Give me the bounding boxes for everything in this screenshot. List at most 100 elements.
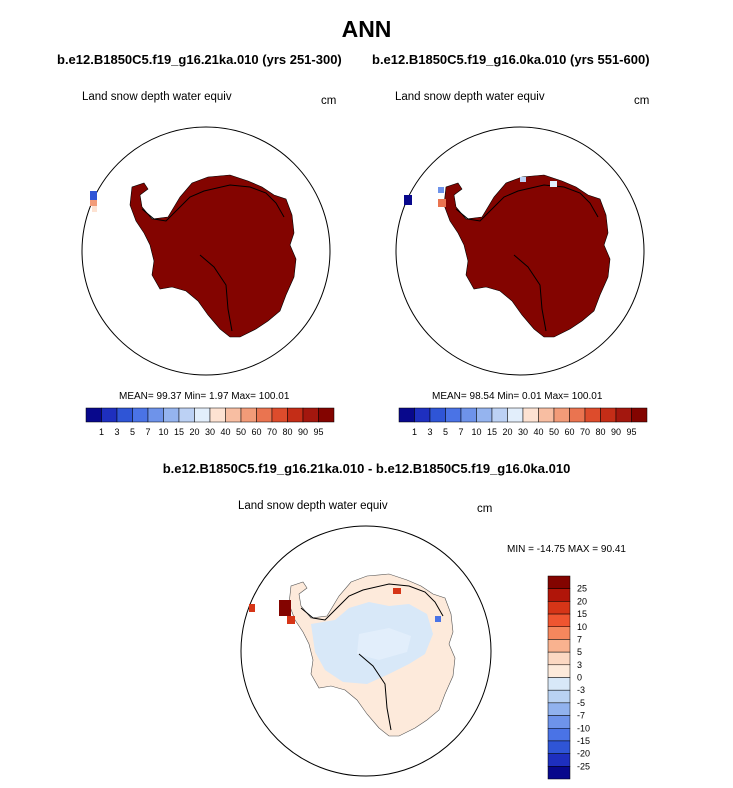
colorbar-tick-label: 30 <box>205 427 215 437</box>
colorbar-swatch <box>569 407 586 423</box>
colorbar-swatch <box>460 407 477 423</box>
colorbar-tick-label: 10 <box>471 427 481 437</box>
colorbar-tick-label: 15 <box>487 427 497 437</box>
colorbar-tick-label: 50 <box>236 427 246 437</box>
colorbar-tick-label: -15 <box>577 736 590 746</box>
colorbar-swatch <box>547 702 571 716</box>
right-variable-label: Land snow depth water equiv <box>395 91 545 103</box>
colorbar-swatch <box>547 728 571 742</box>
colorbar-swatch <box>178 407 195 423</box>
right-colorbar: 1 3 5 7 10 15 20 30 40 50 60 70 80 90 95 <box>398 407 648 437</box>
left-colorbar: 1 3 5 7 10 15 20 30 40 50 60 70 80 90 95 <box>85 407 335 437</box>
colorbar-swatch <box>414 407 431 423</box>
colorbar-tick-label: 7 <box>577 634 582 644</box>
colorbar-swatch <box>163 407 180 423</box>
colorbar-swatch <box>194 407 211 423</box>
colorbar-tick-label: 60 <box>251 427 261 437</box>
colorbar-swatch <box>287 407 304 423</box>
colorbar-swatch <box>85 407 102 423</box>
colorbar-tick-label: 10 <box>158 427 168 437</box>
colorbar-swatch <box>240 407 257 423</box>
right-polar-map <box>395 126 645 376</box>
colorbar-tick-label: -3 <box>577 685 585 695</box>
colorbar-swatch <box>507 407 524 423</box>
colorbar-swatch <box>631 407 648 423</box>
colorbar-tick-label: 0 <box>577 673 582 683</box>
difference-title: b.e12.B1850C5.f19_g16.21ka.010 - b.e12.B… <box>162 461 571 476</box>
colorbar-swatch <box>101 407 118 423</box>
left-polar-map <box>81 126 331 376</box>
colorbar-swatch <box>302 407 319 423</box>
colorbar-tick-label: 15 <box>174 427 184 437</box>
colorbar-swatch <box>522 407 539 423</box>
colorbar-tick-label: 7 <box>458 427 463 437</box>
colorbar-swatch <box>132 407 149 423</box>
colorbar-swatch <box>547 715 571 729</box>
diff-variable-label: Land snow depth water equiv <box>238 500 388 512</box>
colorbar-tick-label: -20 <box>577 749 590 759</box>
colorbar-tick-label: 5 <box>577 647 582 657</box>
colorbar-swatch <box>116 407 133 423</box>
colorbar-swatch <box>547 664 571 678</box>
colorbar-swatch <box>547 639 571 653</box>
colorbar-swatch <box>547 753 571 767</box>
colorbar-tick-label: 3 <box>427 427 432 437</box>
right-stats: MEAN= 98.54 Min= 0.01 Max= 100.01 <box>432 391 603 402</box>
colorbar-swatch <box>547 575 571 589</box>
colorbar-tick-label: 70 <box>267 427 277 437</box>
diff-colorbar: 25 20 15 10 7 5 3 0 -3 -5 -7 -10 -15 -20 -25 <box>547 575 590 780</box>
colorbar-swatch <box>547 740 571 754</box>
colorbar-swatch <box>209 407 226 423</box>
colorbar-tick-label: 90 <box>611 427 621 437</box>
colorbar-swatch <box>584 407 601 423</box>
left-variable-label: Land snow depth water equiv <box>82 91 232 103</box>
colorbar-tick-label: 30 <box>518 427 528 437</box>
colorbar-tick-label: 1 <box>99 427 104 437</box>
colorbar-swatch <box>271 407 288 423</box>
colorbar-tick-label: 25 <box>577 584 587 594</box>
colorbar-tick-label: -5 <box>577 698 585 708</box>
colorbar-swatch <box>547 766 571 780</box>
colorbar-tick-label: 3 <box>577 660 582 670</box>
colorbar-tick-label: 90 <box>298 427 308 437</box>
colorbar-tick-label: 10 <box>577 622 587 632</box>
colorbar-swatch <box>476 407 493 423</box>
colorbar-tick-label: 20 <box>502 427 512 437</box>
colorbar-swatch <box>398 407 415 423</box>
colorbar-tick-label: 15 <box>577 609 587 619</box>
colorbar-swatch <box>225 407 242 423</box>
colorbar-tick-label: 95 <box>626 427 636 437</box>
colorbar-swatch <box>445 407 462 423</box>
colorbar-tick-label: 20 <box>577 596 587 606</box>
colorbar-tick-label: 95 <box>313 427 323 437</box>
colorbar-swatch <box>547 613 571 627</box>
left-stats: MEAN= 99.37 Min= 1.97 Max= 100.01 <box>119 391 290 402</box>
colorbar-swatch <box>547 689 571 704</box>
colorbar-swatch <box>429 407 446 423</box>
colorbar-swatch <box>615 407 632 423</box>
left-case-title: b.e12.B1850C5.f19_g16.21ka.010 (yrs 251-… <box>57 52 342 67</box>
colorbar-tick-label: 80 <box>595 427 605 437</box>
colorbar-swatch <box>547 651 571 666</box>
colorbar-tick-label: 70 <box>580 427 590 437</box>
colorbar-tick-label: -25 <box>577 761 590 771</box>
diff-polar-map <box>240 525 492 777</box>
colorbar-tick-label: 1 <box>412 427 417 437</box>
colorbar-swatch <box>547 626 571 640</box>
colorbar-tick-label: 20 <box>189 427 199 437</box>
colorbar-swatch <box>538 407 555 423</box>
colorbar-tick-label: 50 <box>549 427 559 437</box>
colorbar-tick-label: 7 <box>145 427 150 437</box>
colorbar-tick-label: 80 <box>282 427 292 437</box>
colorbar-swatch <box>318 407 335 423</box>
colorbar-tick-label: 60 <box>564 427 574 437</box>
colorbar-swatch <box>553 407 570 423</box>
colorbar-swatch <box>491 407 508 423</box>
colorbar-tick-label: 5 <box>443 427 448 437</box>
colorbar-swatch <box>147 407 164 423</box>
diff-stats: MIN = -14.75 MAX = 90.41 <box>507 544 626 555</box>
colorbar-swatch <box>547 588 571 602</box>
colorbar-tick-label: 40 <box>220 427 230 437</box>
diff-units-label: cm <box>477 503 493 515</box>
colorbar-tick-label: -7 <box>577 711 585 721</box>
